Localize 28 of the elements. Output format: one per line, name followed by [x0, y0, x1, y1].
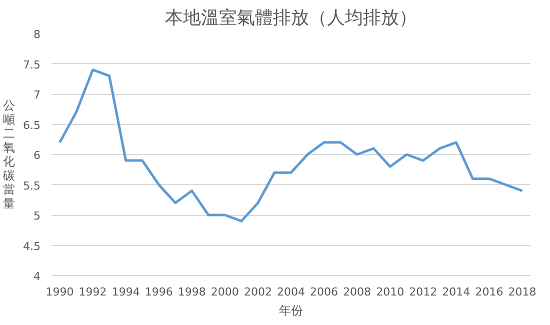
x-tick-label: 2016 [475, 286, 504, 298]
chart-title: 本地溫室氣體排放（人均排放） [165, 8, 417, 28]
x-tick-label: 2014 [442, 286, 470, 298]
x-axis-title: 年份 [279, 304, 303, 318]
y-tick-label: 5.5 [23, 179, 41, 192]
x-tick-label: 2018 [508, 286, 536, 298]
x-tick-label: 1996 [144, 286, 173, 298]
y-axis-title: 公噸二氧化碳當量 [2, 98, 16, 210]
x-tick-label: 2010 [376, 286, 404, 298]
x-tick-label: 2002 [244, 286, 272, 298]
y-tick-label: 4.5 [23, 240, 41, 253]
y-tick-label: 7.5 [23, 58, 41, 72]
x-tick-label: 1994 [112, 286, 140, 298]
line-series [58, 68, 524, 222]
y-tick-label: 5 [34, 210, 40, 222]
x-tick-label: 1998 [178, 286, 206, 298]
x-tick-label: 2000 [210, 286, 239, 298]
x-tick-label: 2008 [343, 286, 372, 298]
y-tick-label: 6.5 [23, 118, 41, 132]
y-tick-label: 7 [34, 88, 40, 102]
x-tick-label: 1990 [46, 286, 74, 298]
y-tick-label: 8 [34, 28, 40, 41]
x-tick-label: 2012 [409, 286, 438, 298]
x-tick-label: 2004 [277, 286, 306, 298]
y-tick-label: 4 [34, 270, 40, 283]
x-tick-label: 1992 [78, 286, 107, 298]
x-tick-label: 2006 [310, 286, 338, 298]
y-tick-label: 6 [34, 149, 40, 162]
